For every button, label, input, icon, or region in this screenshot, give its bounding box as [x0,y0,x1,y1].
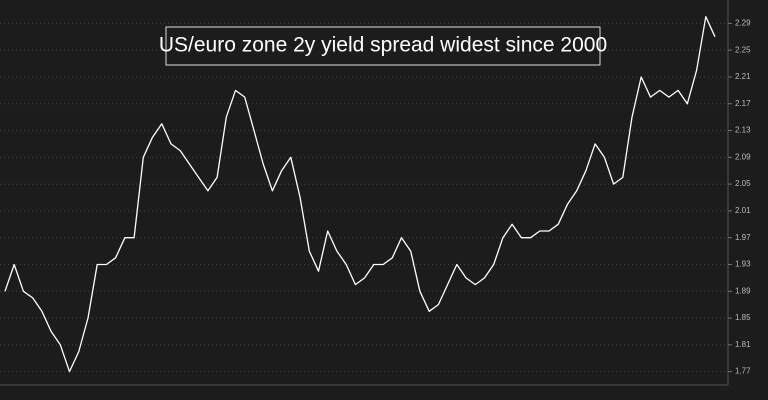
y-tick-label: 2.13 [735,126,751,135]
series-line [4,16,716,373]
y-tick-label: 2.17 [735,99,751,108]
y-tick-label: 2.05 [735,179,751,188]
y-tick-label: 1.81 [735,340,751,349]
y-tick-label: 2.21 [735,72,751,81]
y-tick-label: 1.93 [735,260,751,269]
y-tick-label: 1.97 [735,233,751,242]
y-tick-label: 2.25 [735,45,751,54]
title-box [165,26,601,66]
chart-title: US/euro zone 2y yield spread widest sinc… [159,34,607,57]
y-tick-label: 1.77 [735,367,751,376]
y-tick-label: 2.09 [735,152,751,161]
y-tick-label: 1.85 [735,313,751,322]
y-tick-label: 2.29 [735,19,751,28]
y-tick-label: 1.89 [735,286,751,295]
y-tick-label: 2.01 [735,206,751,215]
